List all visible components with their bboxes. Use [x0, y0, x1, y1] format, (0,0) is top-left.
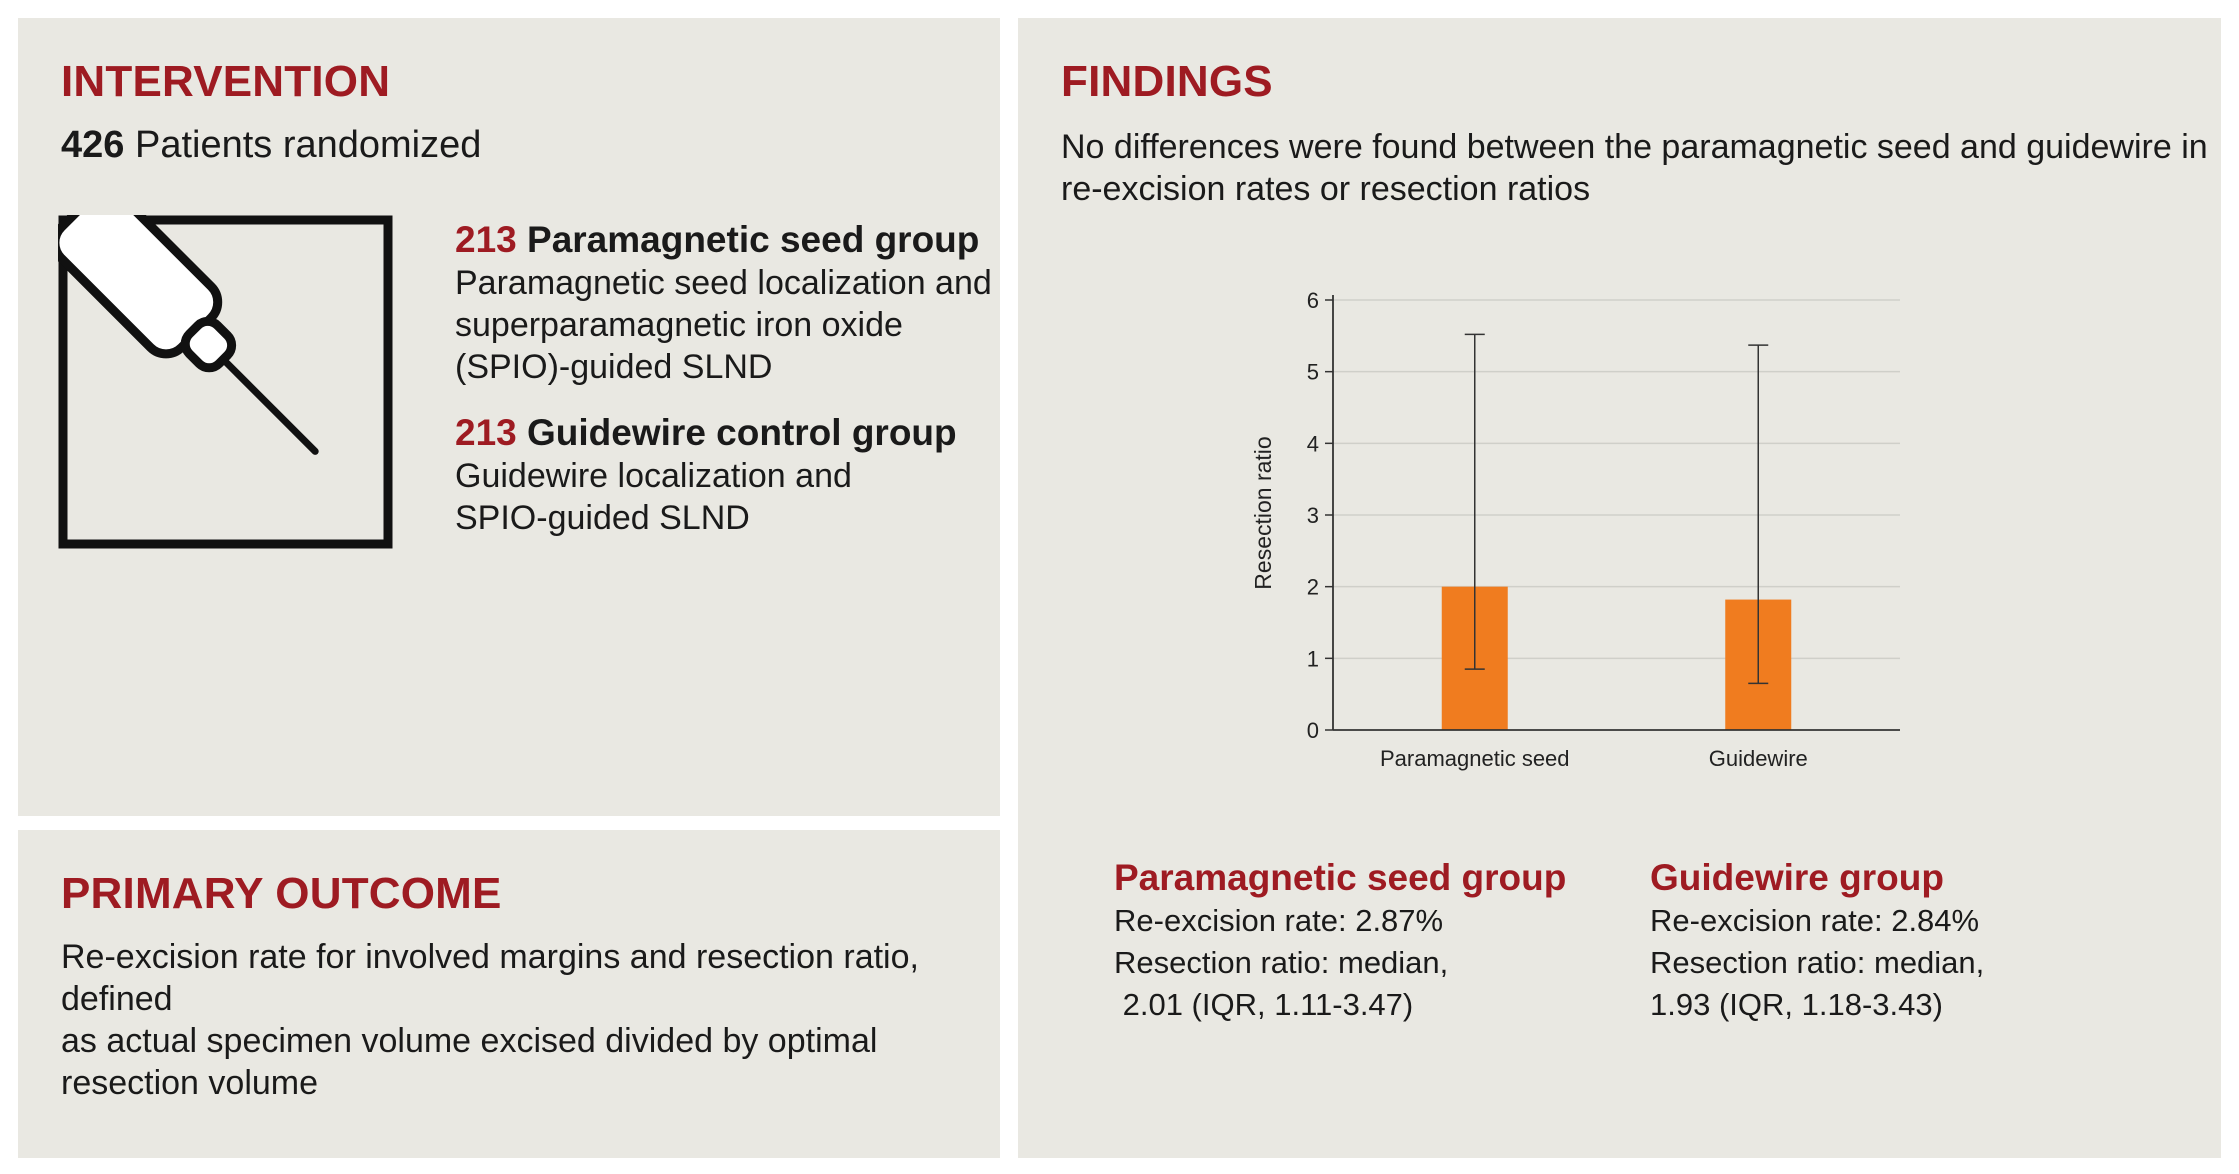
- primary-outcome-line-3: resection volume: [61, 1064, 319, 1102]
- y-tick-label: 2: [1307, 575, 1319, 600]
- guidewire-result-title: Guidewire group: [1650, 857, 1944, 898]
- x-category-label: Paramagnetic seed: [1380, 746, 1570, 771]
- intervention-panel: INTERVENTION 426 Patients randomized 213…: [18, 18, 1000, 816]
- guidewire-result-iqr: 1.93 (IQR, 1.18-3.43): [1650, 987, 1943, 1022]
- findings-heading: FINDINGS: [1061, 57, 1273, 106]
- y-tick-label: 0: [1307, 718, 1319, 743]
- primary-outcome-text: Re-excision rate for involved margins an…: [61, 936, 991, 1104]
- findings-text: No differences were found between the pa…: [1061, 126, 2211, 210]
- patients-count: 426: [61, 124, 125, 166]
- primary-outcome-line-2: as actual specimen volume excised divide…: [61, 1022, 878, 1060]
- guidewire-group-name: Guidewire control group: [527, 412, 957, 453]
- primary-outcome-line-1: Re-excision rate for involved margins an…: [61, 938, 919, 1018]
- seed-group-desc-3: (SPIO)-guided SLND: [455, 348, 773, 386]
- syringe-icon: [58, 215, 393, 549]
- primary-outcome-heading: PRIMARY OUTCOME: [61, 869, 502, 918]
- patients-label: Patients randomized: [134, 124, 482, 166]
- findings-panel: FINDINGS No differences were found betwe…: [1018, 18, 2221, 1158]
- seed-result-reexcision: Re-excision rate: 2.87%: [1114, 903, 1444, 938]
- primary-outcome-panel: PRIMARY OUTCOME Re-excision rate for inv…: [18, 830, 1000, 1158]
- guidewire-result-ratio: Resection ratio: median,: [1650, 945, 1985, 980]
- guidewire-group-desc-1: Guidewire localization and: [455, 457, 852, 495]
- seed-group-block: 213 Paramagnetic seed group Paramagnetic…: [455, 218, 995, 388]
- patients-randomized: 426 Patients randomized: [61, 122, 481, 168]
- guidewire-group-block: 213 Guidewire control group Guidewire lo…: [455, 411, 995, 539]
- y-tick-label: 5: [1307, 360, 1319, 385]
- y-tick-label: 4: [1307, 431, 1319, 456]
- guidewire-group-desc-2: SPIO-guided SLND: [455, 499, 750, 537]
- resection-ratio-chart: 0 1 2 3 4 5 6 Paramagnetic seed Guidewire Resect…: [1250, 288, 1900, 771]
- y-tick-label: 6: [1307, 288, 1319, 313]
- guidewire-result-block: Guidewire group Re-excision rate: 2.84% …: [1650, 856, 2170, 1026]
- x-category-label: Guidewire: [1709, 746, 1808, 771]
- seed-group-count: 213: [455, 219, 517, 260]
- y-tick-label: 1: [1307, 646, 1319, 671]
- seed-result-iqr: 2.01 (IQR, 1.11-3.47): [1114, 987, 1414, 1022]
- seed-group-name: Paramagnetic seed group: [527, 219, 980, 260]
- y-tick-label: 3: [1307, 503, 1319, 528]
- y-axis-label: Resection ratio: [1250, 436, 1276, 589]
- seed-result-ratio: Resection ratio: median,: [1114, 945, 1449, 980]
- intervention-heading: INTERVENTION: [61, 57, 391, 106]
- seed-group-desc-1: Paramagnetic seed localization and: [455, 264, 992, 302]
- seed-result-title: Paramagnetic seed group: [1114, 857, 1567, 898]
- seed-result-block: Paramagnetic seed group Re-excision rate…: [1114, 856, 1634, 1026]
- guidewire-result-reexcision: Re-excision rate: 2.84%: [1650, 903, 1980, 938]
- findings-line-1: No differences were found between the pa…: [1061, 128, 2208, 166]
- seed-group-desc-2: superparamagnetic iron oxide: [455, 306, 903, 344]
- findings-line-2: re-excision rates or resection ratios: [1061, 170, 1591, 208]
- guidewire-group-count: 213: [455, 412, 517, 453]
